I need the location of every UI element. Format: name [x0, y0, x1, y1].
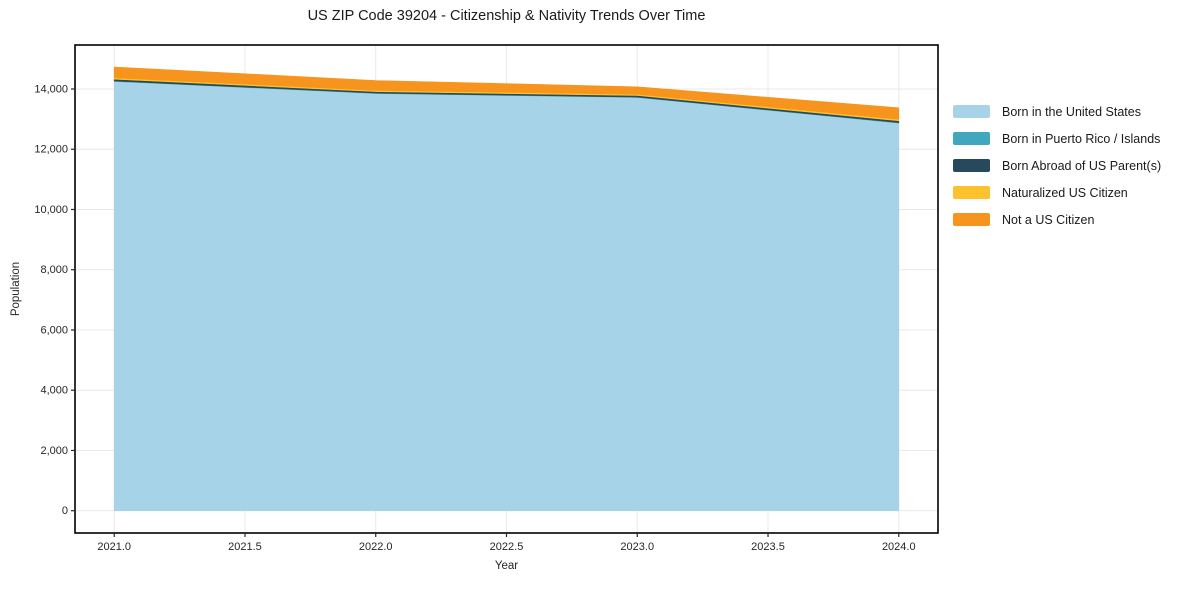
x-tick-label: 2022.0	[359, 541, 393, 553]
y-tick-label: 6,000	[40, 324, 68, 336]
legend-item: Born in the United States	[953, 98, 1161, 125]
legend-swatch-icon	[953, 186, 990, 199]
x-tick-label: 2021.5	[228, 541, 262, 553]
x-tick-label: 2023.0	[620, 541, 654, 553]
y-tick-label: 4,000	[40, 385, 68, 397]
y-axis-label: Population	[10, 261, 22, 317]
legend-swatch-icon	[953, 105, 990, 118]
x-tick-label: 2022.5	[490, 541, 524, 553]
y-tick-label: 12,000	[34, 144, 68, 156]
legend-item-label: Born Abroad of US Parent(s)	[1002, 158, 1162, 173]
legend: Born in the United States Born in Puerto…	[953, 98, 1161, 233]
area-series-born-in-the-united-states	[113, 81, 900, 511]
y-tick-label: 8,000	[40, 264, 68, 276]
legend-item: Born Abroad of US Parent(s)	[953, 152, 1161, 179]
x-axis-label: Year	[494, 560, 519, 572]
x-tick-label: 2023.5	[751, 541, 785, 553]
legend-item-label: Born in the United States	[1002, 104, 1141, 119]
legend-swatch-icon	[953, 213, 990, 226]
axis-tick-labels: 2021.0 2021.5 2022.0 2022.5 2023.0 2023.5 2024…	[34, 83, 915, 553]
y-tick-label: 10,000	[34, 204, 68, 216]
legend-item: Naturalized US Citizen	[953, 179, 1161, 206]
stacked-areas	[113, 66, 900, 511]
x-tick-label: 2021.0	[97, 541, 131, 553]
legend-swatch-icon	[953, 159, 990, 172]
legend-item: Not a US Citizen	[953, 206, 1161, 233]
chart-title: US ZIP Code 39204 - Citizenship & Nativi…	[307, 8, 706, 24]
legend-swatch-icon	[953, 132, 990, 145]
legend-item: Born in Puerto Rico / Islands	[953, 125, 1161, 152]
axis-ticks	[71, 88, 900, 537]
y-tick-label: 0	[62, 505, 68, 517]
area-series-not-a-us-citizen	[113, 66, 900, 120]
legend-item-label: Not a US Citizen	[1002, 212, 1095, 227]
y-tick-label: 2,000	[40, 445, 68, 457]
legend-item-label: Naturalized US Citizen	[1002, 185, 1128, 200]
x-tick-label: 2024.0	[882, 541, 916, 553]
y-tick-label: 14,000	[34, 83, 68, 95]
legend-item-label: Born in Puerto Rico / Islands	[1002, 131, 1161, 146]
